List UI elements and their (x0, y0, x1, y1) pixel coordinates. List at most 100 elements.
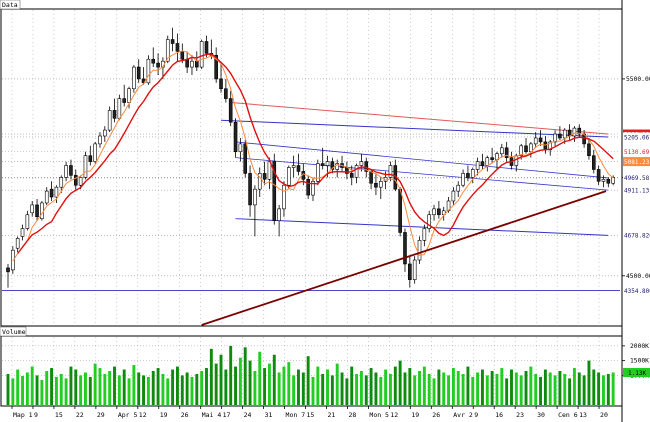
x-axis-tick-label: 19 (411, 411, 419, 419)
volume-tag-box (623, 367, 650, 377)
candle-body (204, 41, 209, 54)
candle-body (446, 200, 451, 212)
candle-body (199, 41, 204, 68)
volume-panel-caption-box (0, 326, 27, 337)
candle-body (306, 179, 310, 196)
price-axis-tick-label: 4500.00 (626, 273, 650, 280)
volume-bar (572, 368, 576, 405)
price-tag-label: 5081.23 (624, 159, 650, 166)
volume-bar (611, 372, 615, 405)
candle-body (122, 98, 126, 103)
price-tag-box (623, 147, 650, 157)
candle-body (451, 190, 456, 202)
volume-bar (209, 348, 213, 405)
price-tags: 5200.005205.06165130.695081.234969.58491… (623, 129, 650, 377)
volume-bar (427, 373, 431, 405)
volume-bar (476, 372, 480, 405)
channel-red-upper-line (230, 102, 609, 135)
x-axis-tick-label: 20 (600, 411, 608, 419)
candle-body (529, 143, 533, 153)
volume-bar (606, 373, 610, 405)
candle-body (64, 165, 68, 178)
candle-body (466, 173, 470, 178)
candle-body (504, 147, 509, 158)
volume-bar (185, 372, 189, 405)
price-tag-label: 4678.8266 (624, 233, 650, 240)
volume-bar (558, 371, 562, 405)
volume-bar (345, 378, 349, 405)
volume-bar (311, 376, 315, 405)
candle-body (272, 161, 277, 221)
candle-body (112, 110, 117, 119)
volume-bar (529, 366, 533, 405)
volume-bar (500, 368, 504, 405)
candle-body (44, 190, 49, 204)
volume-bar (98, 368, 102, 405)
volume-bar (398, 360, 402, 405)
volume-bar (108, 371, 112, 405)
candle-body (596, 169, 601, 182)
candle-body (175, 43, 180, 52)
price-tag-box (623, 185, 650, 195)
price-tag-label: 5205.0616 (624, 134, 650, 141)
volume-bar (16, 369, 20, 405)
x-axis-tick-label: Map 1 (13, 411, 33, 419)
channel-blue-mid-line (235, 141, 609, 179)
volume-panel-caption: Volume (2, 328, 26, 336)
candle-body (388, 165, 393, 178)
volume-bar (292, 375, 296, 405)
candle-body (311, 180, 315, 196)
x-axis-tick-label: 12 (139, 411, 147, 419)
candle-body (461, 173, 465, 186)
volume-bar (548, 372, 552, 405)
volume-bar (229, 345, 233, 405)
volume-bar (485, 375, 489, 405)
candle-body (40, 202, 44, 219)
price-tag-label: 4354.8000 (624, 288, 650, 295)
volume-bar (146, 376, 150, 405)
candle-body (606, 179, 611, 184)
volume-bar (50, 368, 54, 405)
channel-blue-mid2-line (235, 157, 609, 191)
candlestick-series (6, 27, 615, 288)
x-axis-tick-label: 23 (516, 411, 524, 419)
x-axis-tick-label: Avr 2 (453, 411, 473, 419)
candle-body (330, 161, 335, 170)
volume-bar (597, 372, 601, 405)
volume-bar (11, 378, 15, 405)
x-axis-tick-label: 19 (160, 411, 168, 419)
volume-bar (355, 373, 359, 405)
volume-bar (214, 363, 218, 405)
price-tag-box (623, 173, 650, 183)
candle-body (257, 173, 262, 190)
volume-bar (418, 371, 421, 405)
volume-bar (277, 372, 281, 405)
x-axis-tick-label: 29 (97, 411, 105, 419)
volume-bar (103, 373, 107, 405)
x-axis-tick-label: 17 (223, 411, 231, 419)
candle-body (369, 171, 373, 184)
candle-body (88, 155, 93, 162)
candle-body (519, 145, 523, 156)
volume-bar (543, 369, 547, 405)
x-axis-tick-label: Cen 6 (558, 411, 578, 419)
volume-bar (408, 368, 412, 405)
volume-bar (495, 373, 499, 405)
volume-bar (451, 368, 455, 405)
volume-bar (84, 372, 87, 405)
candle-body (291, 165, 296, 168)
x-axis-tick-label: 31 (265, 411, 273, 419)
candle-body (577, 127, 582, 135)
x-axis-tick-label: 15 (55, 411, 63, 419)
volume-bar (374, 372, 378, 405)
volume-bar (267, 363, 271, 405)
candle-body (296, 165, 301, 172)
candle-body (359, 161, 364, 166)
volume-bar (413, 375, 417, 405)
volume-bar (175, 366, 179, 405)
volume-bar (442, 372, 446, 405)
ma-mid-line (17, 53, 614, 254)
channel-blue-lower-line (235, 218, 609, 236)
candle-body (364, 161, 369, 172)
